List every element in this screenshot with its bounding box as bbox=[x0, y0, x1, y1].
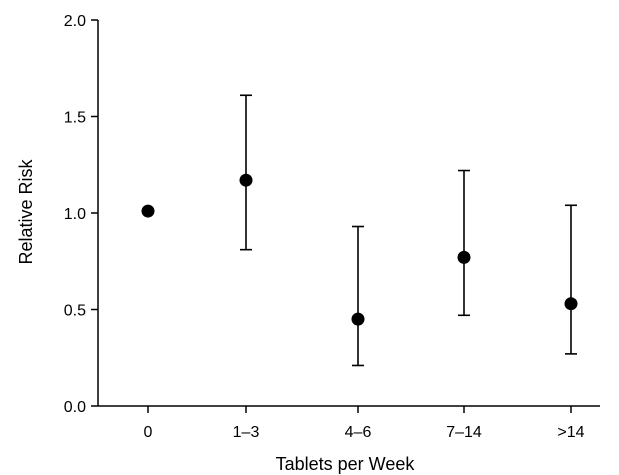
x-axis-title: Tablets per Week bbox=[276, 454, 416, 474]
x-tick-label: 7–14 bbox=[446, 424, 482, 441]
data-point bbox=[351, 312, 365, 326]
x-tick-label: 0 bbox=[144, 424, 153, 441]
x-tick-label: 4–6 bbox=[345, 424, 372, 441]
error-bar bbox=[240, 94, 252, 251]
y-tick-label: 1.0 bbox=[64, 206, 86, 223]
y-tick-label: 2.0 bbox=[64, 13, 86, 30]
x-axis: 0 1–3 4–6 7–14 >14 bbox=[98, 405, 600, 441]
error-bar bbox=[352, 225, 364, 367]
y-tick-label: 0.0 bbox=[64, 399, 86, 416]
data-point bbox=[564, 297, 578, 311]
error-bar bbox=[565, 204, 577, 355]
y-tick-label: 1.5 bbox=[64, 110, 86, 127]
error-bars bbox=[240, 94, 577, 367]
data-points bbox=[141, 173, 578, 326]
x-tick-label: >14 bbox=[557, 424, 584, 441]
data-point bbox=[457, 250, 471, 264]
data-point bbox=[239, 173, 253, 187]
y-axis-title: Relative Risk bbox=[16, 158, 36, 264]
y-axis: 0.0 0.5 1.0 1.5 2.0 bbox=[64, 13, 99, 416]
data-point bbox=[141, 204, 155, 218]
error-bar bbox=[458, 169, 470, 317]
y-tick-label: 0.5 bbox=[64, 303, 86, 320]
x-tick-label: 1–3 bbox=[233, 424, 260, 441]
